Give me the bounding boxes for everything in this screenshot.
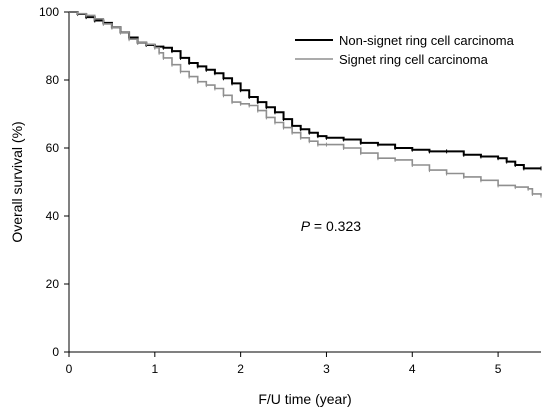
legend-label: Non-signet ring cell carcinoma <box>339 33 515 48</box>
p-value-symbol: P <box>301 218 311 234</box>
y-tick-label: 40 <box>46 209 60 223</box>
p-value-annotation: P = 0.323 <box>301 218 362 234</box>
y-tick-label: 20 <box>46 277 60 291</box>
x-axis-title: F/U time (year) <box>258 391 351 407</box>
y-ticks: 0 20 40 60 80 100 <box>39 5 69 359</box>
series-line-1 <box>69 11 542 196</box>
p-value-text: = 0.323 <box>310 218 361 234</box>
y-tick-label: 80 <box>46 73 60 87</box>
x-tick-label: 4 <box>409 362 416 376</box>
x-tick-label: 3 <box>323 362 330 376</box>
x-tick-label: 5 <box>495 362 502 376</box>
x-ticks: 0 1 2 3 4 5 <box>66 352 502 376</box>
y-tick-label: 60 <box>46 141 60 155</box>
x-tick-label: 0 <box>66 362 73 376</box>
axes <box>68 12 541 353</box>
legend-label: Signet ring cell carcinoma <box>339 52 489 67</box>
y-axis-title: Overall survival (%) <box>9 121 25 242</box>
x-tick-label: 2 <box>237 362 244 376</box>
legend: Non-signet ring cell carcinoma Signet rin… <box>295 33 515 67</box>
y-tick-label: 0 <box>52 345 59 359</box>
y-tick-label: 100 <box>39 5 59 19</box>
x-tick-label: 1 <box>151 362 158 376</box>
series-layer <box>69 11 542 198</box>
